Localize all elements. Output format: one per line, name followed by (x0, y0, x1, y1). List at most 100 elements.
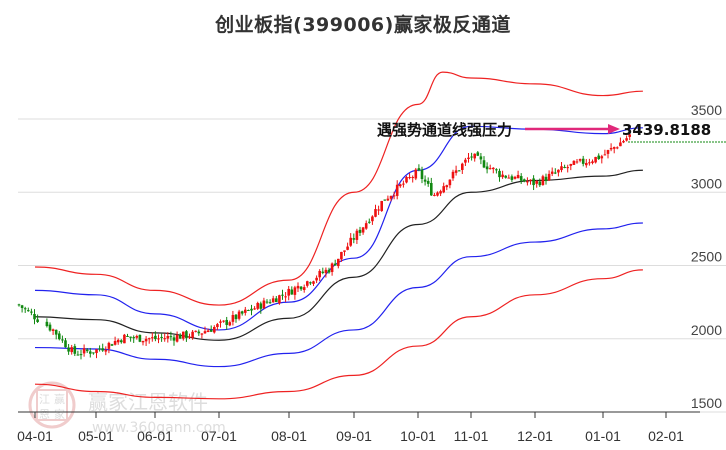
x-tick-label: 01-01 (585, 428, 621, 444)
candle (237, 309, 241, 321)
x-tick-label: 12-01 (517, 428, 553, 444)
candle (364, 220, 368, 230)
candle (457, 170, 461, 172)
y-tick-label: 2500 (691, 249, 722, 265)
x-tick-label: 06-01 (137, 428, 173, 444)
candle (476, 150, 480, 157)
candle (578, 158, 582, 163)
candle (408, 172, 411, 180)
candle (532, 175, 535, 191)
candle (147, 337, 151, 344)
candle (349, 233, 352, 247)
candle (467, 152, 470, 163)
candle (113, 336, 117, 346)
candle (600, 154, 604, 164)
candle (426, 177, 430, 187)
x-tick-label: 05-01 (78, 428, 114, 444)
candle (535, 180, 538, 188)
candle (597, 153, 600, 160)
candle (501, 170, 504, 179)
candle (48, 322, 52, 332)
candle (333, 259, 337, 266)
svg-text:赢: 赢 (54, 392, 65, 406)
candle (98, 345, 101, 352)
candle (169, 331, 173, 341)
candle (383, 199, 387, 201)
x-tick-label: 08-01 (271, 428, 307, 444)
candle (30, 308, 33, 316)
candle (358, 226, 362, 236)
candle (262, 297, 266, 309)
candle (58, 331, 61, 341)
candle (430, 177, 433, 196)
candle (265, 299, 269, 304)
candle (324, 267, 328, 278)
candle (290, 286, 294, 295)
inner-upper-band-line (34, 125, 643, 331)
candle (160, 333, 163, 342)
candle (346, 242, 349, 251)
candle (256, 301, 259, 311)
candle (200, 333, 204, 339)
candle (61, 335, 64, 343)
candle (312, 280, 315, 286)
candle (454, 165, 458, 176)
candle (70, 344, 73, 355)
candle (402, 180, 405, 188)
candle (120, 339, 123, 344)
svg-text:江: 江 (39, 393, 50, 406)
candle (321, 267, 325, 275)
candle (104, 346, 108, 356)
candle (318, 269, 321, 282)
candle (95, 349, 98, 359)
candle (203, 326, 207, 334)
candle (293, 285, 297, 300)
candle (51, 328, 55, 335)
candle (622, 139, 625, 144)
candle (296, 282, 300, 293)
candle (76, 350, 80, 356)
grid-lines (18, 118, 726, 413)
candle (278, 294, 281, 305)
candle (420, 166, 424, 184)
candle (495, 168, 498, 174)
svg-text:家: 家 (54, 407, 65, 421)
watermark-name: 赢家江恩软件 (88, 390, 208, 414)
candle (191, 330, 194, 340)
candle (352, 233, 356, 244)
candle (448, 179, 452, 189)
candle (206, 328, 210, 333)
candle (89, 347, 92, 358)
candle (423, 175, 427, 186)
candle (547, 170, 551, 182)
candle (271, 295, 275, 303)
candle (275, 296, 278, 303)
candle (302, 284, 306, 293)
candle (523, 178, 526, 183)
candle (433, 192, 436, 197)
svg-text:恩: 恩 (39, 408, 50, 421)
candle (361, 226, 365, 235)
candle (550, 167, 554, 177)
candle (299, 286, 303, 291)
candle (371, 215, 374, 225)
candle (368, 218, 371, 224)
candle (67, 343, 70, 355)
candle (482, 156, 486, 169)
candle (107, 341, 111, 354)
candle (141, 340, 145, 346)
candle (628, 133, 631, 141)
annotation: 遇强势通道线强压力 3439.8188 (377, 121, 726, 143)
candle (488, 164, 492, 170)
candle (609, 143, 613, 152)
candle (557, 169, 560, 177)
candle (479, 153, 483, 165)
candle (178, 333, 182, 339)
candle (473, 153, 476, 162)
candle (240, 310, 244, 316)
y-tick-label: 3500 (691, 102, 722, 118)
candle (92, 352, 95, 355)
candle (172, 334, 176, 346)
candle (575, 159, 579, 164)
candle (485, 162, 489, 174)
